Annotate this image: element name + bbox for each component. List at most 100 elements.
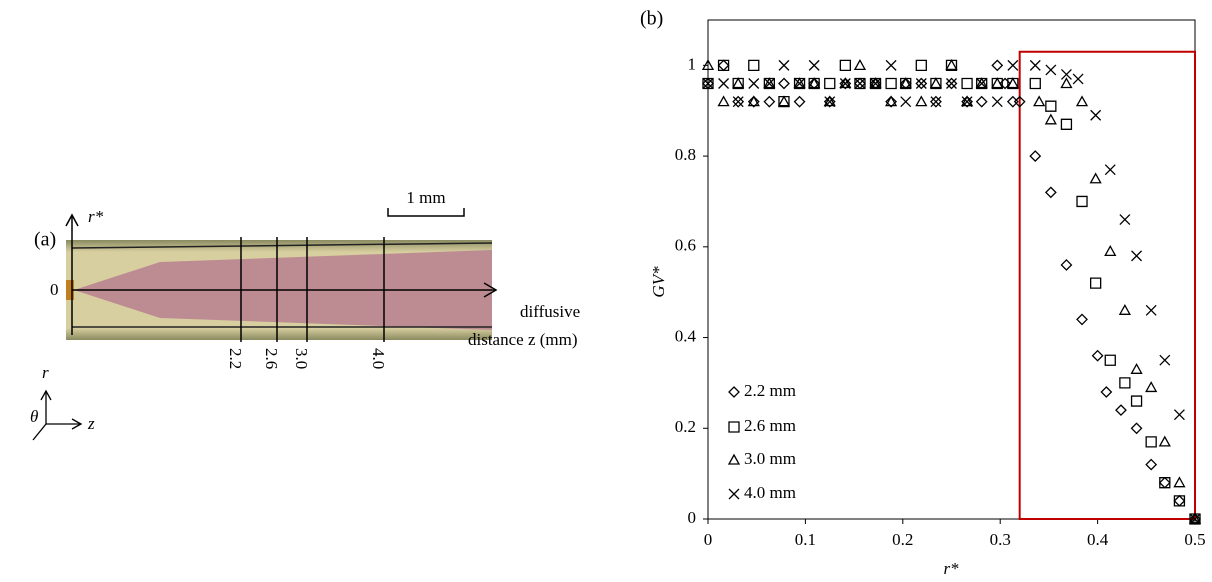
data-point	[945, 59, 958, 71]
data-point	[808, 77, 820, 90]
x-tick-label: 0.3	[990, 530, 1011, 549]
data-point	[839, 78, 851, 89]
data-point	[823, 95, 836, 107]
data-point	[732, 77, 744, 90]
data-point	[945, 59, 958, 72]
position-label: 3.0	[292, 348, 311, 369]
data-point	[1118, 303, 1131, 315]
data-point	[1006, 77, 1019, 89]
data-point	[718, 78, 730, 89]
data-point	[1158, 435, 1171, 447]
z-axis-label: diffusive	[520, 302, 580, 321]
data-point	[991, 77, 1004, 89]
origin-label: 0	[50, 280, 59, 299]
x-axis-label: r*	[943, 559, 959, 578]
data-point	[1013, 95, 1026, 108]
coord-label: r	[42, 363, 49, 382]
data-point	[1044, 113, 1057, 125]
data-point	[961, 96, 973, 108]
data-point	[1130, 362, 1143, 374]
arrowhead	[71, 418, 83, 430]
data-point	[1060, 68, 1072, 80]
data-point	[702, 77, 714, 90]
data-point	[885, 59, 897, 71]
data-point	[869, 77, 882, 89]
coord-label: z	[87, 414, 95, 433]
data-point	[929, 77, 943, 89]
data-point	[975, 95, 988, 108]
data-point	[1089, 172, 1102, 184]
legend-symbol	[727, 453, 741, 465]
data-point	[1130, 422, 1143, 435]
y-tick-label: 0.6	[675, 236, 696, 255]
data-point	[824, 96, 836, 108]
panel-label: (a)	[34, 229, 56, 251]
data-point	[961, 77, 973, 90]
data-point	[1060, 77, 1073, 89]
data-point	[1145, 458, 1158, 471]
data-point	[1145, 381, 1158, 393]
data-point	[763, 77, 776, 89]
data-point	[960, 95, 974, 107]
data-point	[1119, 214, 1131, 226]
data-point	[1060, 259, 1073, 271]
data-point	[732, 95, 745, 108]
data-point	[763, 77, 776, 90]
data-point	[899, 77, 912, 89]
x-tick-label: 0.5	[1184, 530, 1205, 549]
data-point	[1072, 73, 1084, 85]
data-point	[717, 59, 730, 72]
scale-bar	[387, 208, 465, 217]
data-point	[747, 95, 760, 107]
data-point	[929, 95, 942, 108]
y-tick-label: 0.8	[675, 145, 696, 164]
plot-frame	[707, 19, 1196, 520]
arrowhead	[65, 213, 79, 227]
y-axis-label: GV*	[649, 266, 668, 298]
data-point	[1188, 512, 1202, 524]
data-point	[1090, 277, 1102, 289]
data-point	[930, 96, 942, 108]
tube-wall	[71, 242, 493, 249]
data-point	[794, 78, 806, 89]
data-point	[732, 96, 744, 108]
legend-symbol	[728, 488, 740, 500]
data-point	[870, 78, 881, 89]
data-point	[1158, 476, 1171, 489]
data-point	[1159, 477, 1171, 489]
data-point	[1060, 118, 1073, 130]
data-point	[839, 77, 852, 89]
data-point	[748, 78, 760, 89]
y-tick-label: 0.2	[675, 417, 696, 436]
data-point	[1006, 95, 1019, 108]
data-point	[1173, 476, 1186, 488]
data-point	[1189, 513, 1201, 525]
x-tick-label: 0.1	[795, 530, 816, 549]
data-point	[1029, 150, 1042, 163]
data-point	[824, 77, 836, 90]
data-point	[1130, 395, 1143, 407]
panel-label: (b)	[640, 8, 663, 30]
data-point	[1076, 313, 1088, 326]
data-point	[778, 96, 790, 108]
data-point	[823, 95, 836, 108]
data-point	[885, 95, 898, 107]
data-point	[1075, 95, 1089, 107]
data-point	[778, 77, 790, 90]
position-label: 2.2	[226, 348, 245, 369]
data-point	[991, 96, 1003, 108]
data-point	[732, 77, 745, 89]
position-label: 4.0	[369, 348, 388, 369]
z-axis-label: distance z (mm)	[468, 330, 578, 349]
legend-label: 3.0 mm	[744, 449, 796, 468]
data-point	[961, 95, 974, 108]
coord-axis	[32, 423, 47, 441]
data-point	[763, 95, 776, 108]
data-point	[915, 59, 927, 72]
coord-label: θ	[30, 407, 38, 426]
data-point	[1173, 409, 1185, 421]
x-tick-label: 0.4	[1087, 530, 1109, 549]
data-point	[1104, 164, 1116, 176]
data-point	[1045, 64, 1057, 76]
data-point	[1104, 245, 1117, 257]
